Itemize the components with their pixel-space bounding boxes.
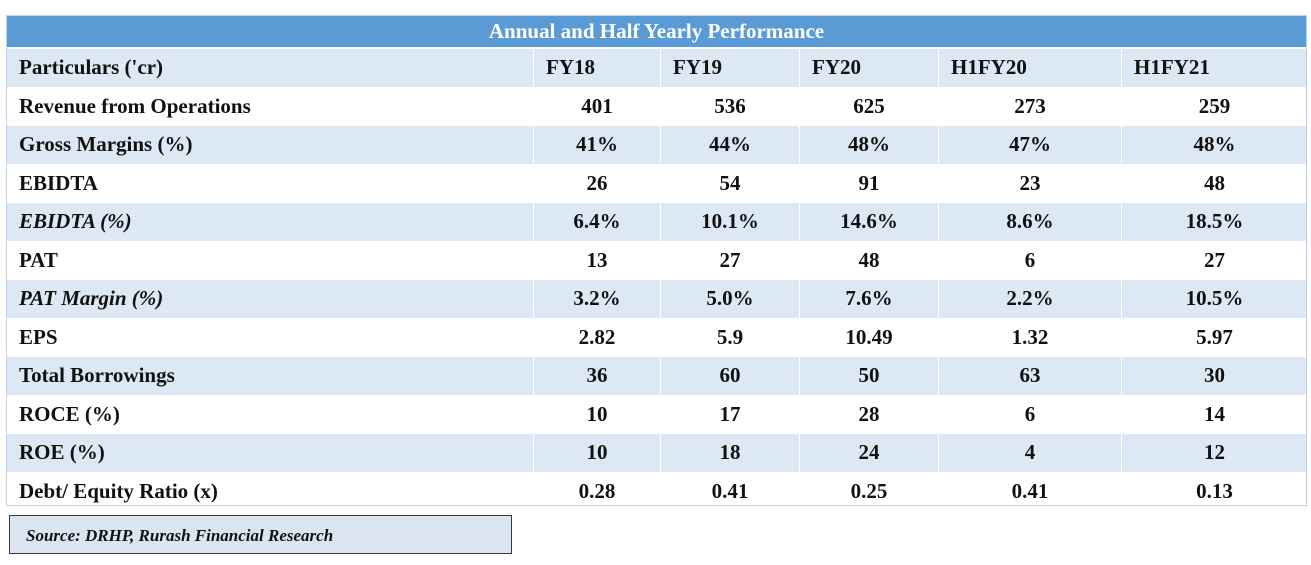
cell-value: 54 <box>660 163 800 203</box>
table-row: PAT 13 27 48 6 27 <box>6 240 1308 280</box>
header-fy18: FY18 <box>533 48 661 88</box>
row-label: PAT <box>6 240 534 280</box>
table-row: ROCE (%) 10 17 28 6 14 <box>6 394 1308 434</box>
table-row: Total Borrowings 36 60 50 63 30 <box>6 356 1308 396</box>
table-row: Debt/ Equity Ratio (x) 0.28 0.41 0.25 0.41 0.… <box>6 471 1308 511</box>
cell-value: 10.1% <box>660 202 800 242</box>
row-label: Gross Margins (%) <box>6 125 534 165</box>
row-label: ROCE (%) <box>6 394 534 434</box>
cell-value: 48% <box>1121 125 1308 165</box>
cell-value: 14.6% <box>799 202 939 242</box>
cell-value: 625 <box>799 86 939 126</box>
row-label: ROE (%) <box>6 433 534 473</box>
row-label: Total Borrowings <box>6 356 534 396</box>
source-note: Source: DRHP, Rurash Financial Research <box>9 515 512 554</box>
cell-value: 10 <box>533 433 661 473</box>
cell-value: 0.41 <box>660 471 800 511</box>
cell-value: 273 <box>938 86 1122 126</box>
header-h1fy21: H1FY21 <box>1121 48 1308 88</box>
header-particulars: Particulars ('cr) <box>6 48 534 88</box>
cell-value: 23 <box>938 163 1122 203</box>
cell-value: 0.13 <box>1121 471 1308 511</box>
cell-value: 10 <box>533 394 661 434</box>
cell-value: 50 <box>799 356 939 396</box>
cell-value: 4 <box>938 433 1122 473</box>
header-fy20: FY20 <box>799 48 939 88</box>
cell-value: 47% <box>938 125 1122 165</box>
row-label: EBIDTA <box>6 163 534 203</box>
cell-value: 10.5% <box>1121 279 1308 319</box>
table-row: EBIDTA 26 54 91 23 48 <box>6 163 1308 203</box>
performance-table: Particulars ('cr) FY18 FY19 FY20 H1FY20 … <box>6 48 1308 511</box>
header-fy19: FY19 <box>660 48 800 88</box>
row-label: EPS <box>6 317 534 357</box>
cell-value: 8.6% <box>938 202 1122 242</box>
cell-value: 63 <box>938 356 1122 396</box>
cell-value: 12 <box>1121 433 1308 473</box>
cell-value: 3.2% <box>533 279 661 319</box>
cell-value: 18.5% <box>1121 202 1308 242</box>
table-row: EBIDTA (%) 6.4% 10.1% 14.6% 8.6% 18.5% <box>6 202 1308 242</box>
cell-value: 6.4% <box>533 202 661 242</box>
cell-value: 48% <box>799 125 939 165</box>
cell-value: 24 <box>799 433 939 473</box>
cell-value: 41% <box>533 125 661 165</box>
row-label: PAT Margin (%) <box>6 279 534 319</box>
table-title: Annual and Half Yearly Performance <box>6 15 1307 48</box>
cell-value: 60 <box>660 356 800 396</box>
cell-value: 91 <box>799 163 939 203</box>
cell-value: 5.0% <box>660 279 800 319</box>
cell-value: 10.49 <box>799 317 939 357</box>
cell-value: 48 <box>1121 163 1308 203</box>
row-label: Debt/ Equity Ratio (x) <box>6 471 534 511</box>
cell-value: 2.82 <box>533 317 661 357</box>
cell-value: 5.97 <box>1121 317 1308 357</box>
cell-value: 401 <box>533 86 661 126</box>
cell-value: 48 <box>799 240 939 280</box>
header-h1fy20: H1FY20 <box>938 48 1122 88</box>
table-header-row: Particulars ('cr) FY18 FY19 FY20 H1FY20 … <box>6 48 1308 88</box>
cell-value: 14 <box>1121 394 1308 434</box>
cell-value: 27 <box>660 240 800 280</box>
cell-value: 44% <box>660 125 800 165</box>
cell-value: 259 <box>1121 86 1308 126</box>
cell-value: 18 <box>660 433 800 473</box>
cell-value: 28 <box>799 394 939 434</box>
table-body: Particulars ('cr) FY18 FY19 FY20 H1FY20 … <box>6 48 1308 511</box>
cell-value: 13 <box>533 240 661 280</box>
cell-value: 0.41 <box>938 471 1122 511</box>
cell-value: 27 <box>1121 240 1308 280</box>
table-row: EPS 2.82 5.9 10.49 1.32 5.97 <box>6 317 1308 357</box>
cell-value: 26 <box>533 163 661 203</box>
cell-value: 536 <box>660 86 800 126</box>
cell-value: 7.6% <box>799 279 939 319</box>
cell-value: 1.32 <box>938 317 1122 357</box>
row-label: EBIDTA (%) <box>6 202 534 242</box>
cell-value: 2.2% <box>938 279 1122 319</box>
cell-value: 6 <box>938 394 1122 434</box>
cell-value: 30 <box>1121 356 1308 396</box>
cell-value: 5.9 <box>660 317 800 357</box>
table-row: ROE (%) 10 18 24 4 12 <box>6 433 1308 473</box>
cell-value: 36 <box>533 356 661 396</box>
cell-value: 17 <box>660 394 800 434</box>
cell-value: 0.28 <box>533 471 661 511</box>
cell-value: 6 <box>938 240 1122 280</box>
table-row: PAT Margin (%) 3.2% 5.0% 7.6% 2.2% 10.5% <box>6 279 1308 319</box>
table-row: Revenue from Operations 401 536 625 273 259 <box>6 86 1308 126</box>
performance-table-container: Annual and Half Yearly Performance Parti… <box>6 15 1308 511</box>
table-row: Gross Margins (%) 41% 44% 48% 47% 48% <box>6 125 1308 165</box>
cell-value: 0.25 <box>799 471 939 511</box>
row-label: Revenue from Operations <box>6 86 534 126</box>
